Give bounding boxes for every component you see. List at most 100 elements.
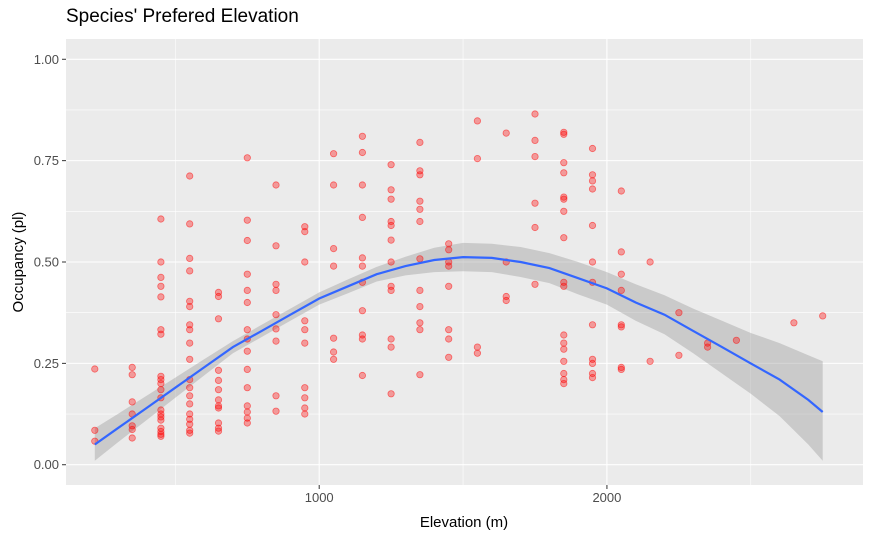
data-point <box>560 169 568 177</box>
data-point <box>588 221 597 230</box>
data-point <box>502 129 510 137</box>
data-point <box>560 379 568 388</box>
data-point <box>588 321 597 329</box>
data-point <box>358 262 366 270</box>
data-point <box>560 193 568 201</box>
data-point <box>186 400 194 408</box>
data-point <box>157 330 165 338</box>
data-point <box>272 325 280 333</box>
data-point <box>617 286 625 294</box>
data-point <box>301 228 309 236</box>
data-point <box>790 319 798 327</box>
data-point <box>272 392 280 400</box>
x-axis-title: Elevation (m) <box>420 514 508 531</box>
data-point <box>416 167 424 175</box>
data-point <box>272 337 280 345</box>
data-point <box>214 315 223 323</box>
data-point <box>301 404 309 412</box>
data-point <box>329 348 338 356</box>
data-point <box>387 217 395 226</box>
data-point <box>91 426 99 434</box>
data-point <box>387 161 395 169</box>
data-point <box>301 223 309 231</box>
data-point <box>560 130 568 138</box>
data-point <box>819 312 827 320</box>
data-point <box>531 280 539 288</box>
data-point <box>243 384 251 392</box>
data-point <box>186 410 194 418</box>
data-point <box>157 430 165 438</box>
data-point <box>329 355 338 363</box>
data-point <box>358 331 366 339</box>
data-point <box>157 293 165 301</box>
data-point <box>502 292 510 301</box>
y-tick-label: 0.50 <box>34 255 59 270</box>
data-point <box>387 186 395 194</box>
data-point <box>186 339 194 347</box>
data-point <box>560 331 568 339</box>
data-point <box>675 309 683 317</box>
data-point <box>186 172 194 180</box>
data-point <box>617 248 625 256</box>
smooth-line <box>94 255 824 446</box>
data-point <box>243 402 251 410</box>
data-point <box>732 336 741 344</box>
data-point <box>416 326 424 334</box>
data-point <box>531 153 539 161</box>
data-point <box>445 240 453 248</box>
data-point <box>329 245 338 253</box>
data-point <box>445 326 453 334</box>
data-point <box>531 223 539 232</box>
data-point <box>243 298 251 307</box>
data-point <box>301 258 309 266</box>
data-point <box>243 419 251 427</box>
data-point <box>157 379 165 388</box>
data-point <box>243 286 251 294</box>
data-point <box>186 321 194 329</box>
data-point <box>128 398 136 406</box>
data-point <box>416 286 424 294</box>
data-point <box>416 371 424 379</box>
data-point <box>157 375 165 384</box>
data-point <box>186 254 194 262</box>
data-point <box>243 326 251 334</box>
data-point <box>358 132 366 140</box>
data-point <box>588 373 597 382</box>
data-point <box>214 386 223 394</box>
data-point <box>301 326 309 334</box>
data-point <box>473 343 481 351</box>
data-point <box>272 242 280 250</box>
data-point <box>416 255 424 263</box>
data-point <box>358 213 366 221</box>
data-point <box>301 339 309 347</box>
data-point <box>358 371 366 380</box>
data-point <box>214 376 223 384</box>
data-point <box>186 429 194 437</box>
data-point <box>473 155 481 163</box>
data-point <box>560 195 568 203</box>
data-point <box>128 363 136 371</box>
data-point <box>560 278 568 286</box>
data-point <box>416 197 424 205</box>
data-point <box>243 365 251 373</box>
data-point <box>560 159 568 167</box>
data-point <box>560 369 568 378</box>
data-point <box>329 334 338 342</box>
chart-title: Species' Prefered Elevation <box>66 6 299 27</box>
confidence-ribbon <box>94 242 823 461</box>
data-point <box>243 236 251 245</box>
data-point <box>358 307 366 315</box>
y-axis: 0.00 0.25 0.50 0.75 1.00 <box>34 52 66 472</box>
data-point <box>128 371 136 379</box>
data-point <box>531 199 539 207</box>
data-point <box>358 148 366 157</box>
data-point <box>301 384 309 392</box>
data-point <box>646 258 654 266</box>
data-point <box>416 302 424 311</box>
data-point <box>186 355 194 363</box>
data-point <box>588 359 597 367</box>
y-tick-label: 0.75 <box>34 153 59 168</box>
data-point <box>214 427 223 435</box>
y-tick-label: 0.00 <box>34 457 59 472</box>
data-point <box>416 171 424 179</box>
